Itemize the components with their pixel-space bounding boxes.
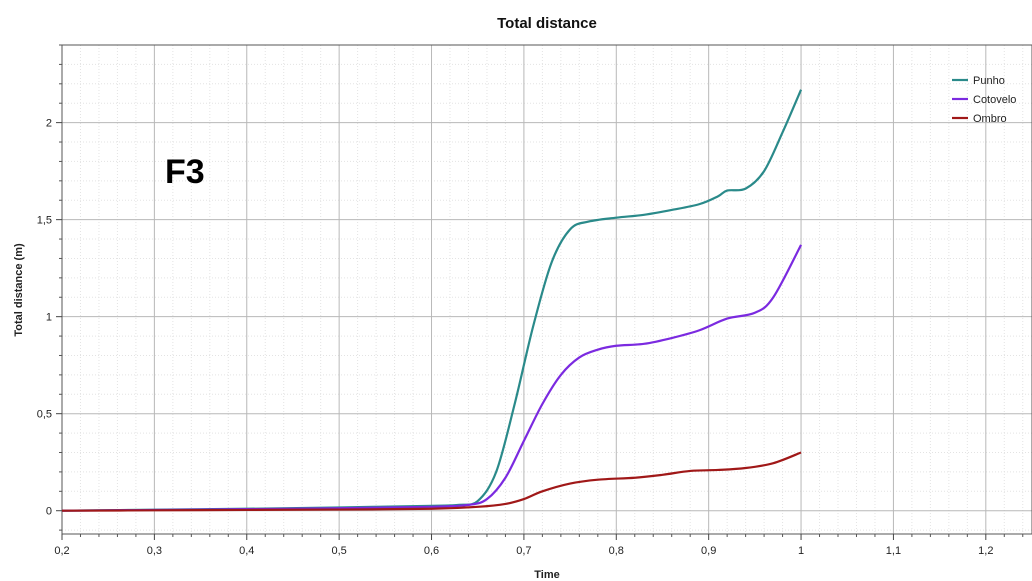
y-tick-label: 2 (46, 118, 52, 130)
x-tick-label: 0,5 (331, 545, 346, 557)
y-tick-label: 0 (46, 506, 52, 518)
series-group (61, 89, 803, 512)
x-tick-label: 0,6 (424, 545, 439, 557)
y-tick-label: 0,5 (37, 409, 52, 421)
x-axis-label: Time (534, 569, 559, 581)
plot-area-frame (61, 44, 1032, 535)
x-tick-label: 0,8 (609, 545, 624, 557)
legend-label-cotovelo: Cotovelo (973, 94, 1016, 106)
x-tick-label: 1,1 (886, 545, 901, 557)
series-line-ombro (61, 451, 802, 512)
x-tick-label: 0,3 (147, 545, 162, 557)
legend-label-ombro: Ombro (973, 113, 1007, 125)
axis-ticks: 0,2 0,3 0,4 0,5 0,6 0,7 0,8 0,9 1 1,1 1,2 0 0,5 1 1,5 2 (37, 44, 1024, 557)
chart-title: Total distance (497, 15, 597, 32)
grid (61, 44, 1032, 534)
x-tick-label: 0,9 (701, 545, 716, 557)
x-tick-label: 1 (798, 545, 804, 557)
y-axis-label: Total distance (m) (13, 243, 25, 337)
y-tick-label: 1,5 (37, 215, 52, 227)
series-line-cotovelo (61, 244, 803, 512)
legend: Punho Cotovelo Ombro (952, 75, 1016, 125)
annotation-label: F3 (165, 153, 205, 191)
legend-label-punho: Punho (973, 75, 1005, 87)
x-tick-label: 0,7 (516, 545, 531, 557)
x-tick-label: 0,4 (239, 545, 254, 557)
y-tick-label: 1 (46, 312, 52, 324)
x-tick-label: 0,2 (54, 545, 69, 557)
x-tick-label: 1,2 (978, 545, 993, 557)
